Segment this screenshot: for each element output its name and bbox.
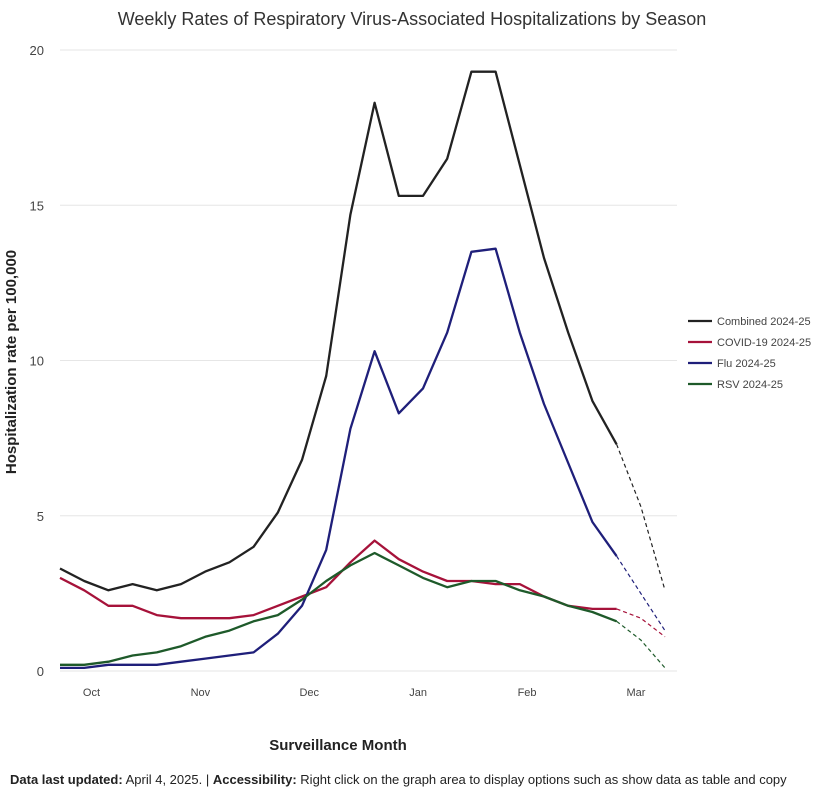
footer-separator: | bbox=[205, 772, 210, 787]
chart-title: Weekly Rates of Respiratory Virus-Associ… bbox=[118, 9, 707, 29]
series-projection-2[interactable] bbox=[616, 555, 666, 631]
x-tick-label: Feb bbox=[518, 687, 537, 699]
legend-item[interactable]: Flu 2024-25 bbox=[688, 358, 776, 370]
y-tick-label: 20 bbox=[30, 43, 44, 58]
x-tick-label: Dec bbox=[299, 687, 319, 699]
legend-label: Combined 2024-25 bbox=[717, 316, 811, 328]
y-axis-ticks: 0 5 10 15 20 bbox=[30, 43, 44, 679]
legend-label: COVID-19 2024-25 bbox=[717, 337, 811, 349]
series-projection-0[interactable] bbox=[616, 444, 666, 591]
x-tick-label: Mar bbox=[626, 687, 645, 699]
series-line-1[interactable] bbox=[59, 539, 617, 620]
series-line-3[interactable] bbox=[60, 551, 618, 666]
legend-item[interactable]: COVID-19 2024-25 bbox=[688, 337, 811, 349]
updated-value: April 4, 2025. bbox=[125, 772, 203, 787]
hospitalization-chart[interactable]: Weekly Rates of Respiratory Virus-Associ… bbox=[0, 0, 824, 770]
legend-label: Flu 2024-25 bbox=[717, 358, 776, 370]
series-lines[interactable] bbox=[59, 70, 666, 670]
legend[interactable]: Combined 2024-25 COVID-19 2024-25 Flu 2024… bbox=[688, 316, 811, 391]
series-line-0[interactable] bbox=[59, 70, 618, 592]
legend-item[interactable]: Combined 2024-25 bbox=[688, 316, 811, 328]
x-axis-ticks: Oct Nov Dec Jan Feb Mar bbox=[83, 687, 646, 699]
y-tick-label: 0 bbox=[37, 664, 44, 679]
x-axis-label: Surveillance Month bbox=[269, 737, 407, 754]
legend-label: RSV 2024-25 bbox=[717, 379, 783, 391]
y-axis-label: Hospitalization rate per 100,000 bbox=[3, 250, 20, 474]
x-tick-label: Jan bbox=[409, 687, 427, 699]
series-line-2[interactable] bbox=[60, 247, 618, 670]
x-tick-label: Oct bbox=[83, 687, 100, 699]
chart-grid bbox=[60, 49, 677, 672]
y-tick-label: 5 bbox=[37, 509, 44, 524]
y-tick-label: 15 bbox=[30, 198, 44, 213]
y-tick-label: 10 bbox=[30, 354, 44, 369]
series-projection-3[interactable] bbox=[616, 620, 666, 669]
series-projection-1[interactable] bbox=[616, 608, 666, 638]
footer-note: Data last updated: April 4, 2025. | Acce… bbox=[10, 772, 822, 787]
legend-item[interactable]: RSV 2024-25 bbox=[688, 379, 783, 391]
x-tick-label: Nov bbox=[191, 687, 211, 699]
updated-label: Data last updated: bbox=[10, 772, 123, 787]
accessibility-text: Right click on the graph area to display… bbox=[300, 772, 787, 787]
accessibility-label: Accessibility: bbox=[212, 772, 297, 787]
